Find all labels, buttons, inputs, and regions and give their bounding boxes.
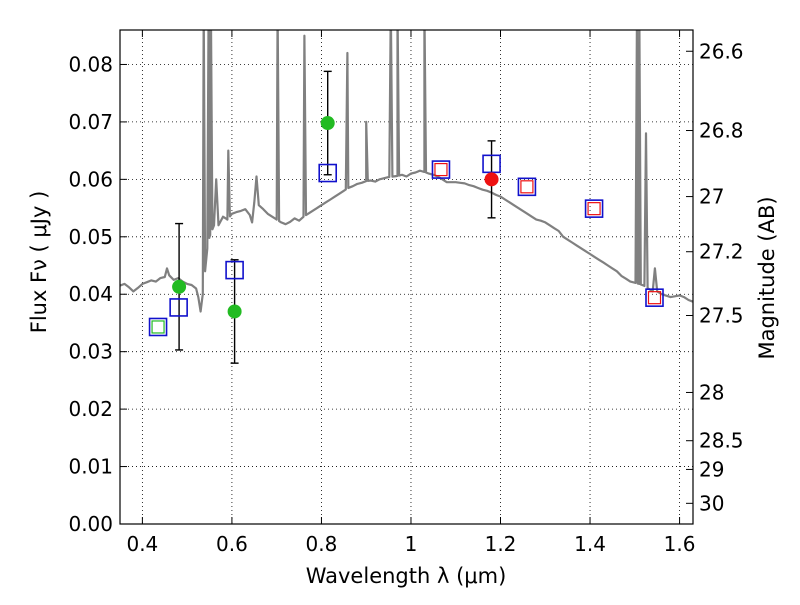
x-axis-label: Wavelength λ (μm) xyxy=(306,564,507,588)
spectrum-line xyxy=(120,30,693,313)
observed-point xyxy=(227,304,242,319)
model-square xyxy=(148,317,168,337)
y-axis-label: Flux Fν ( μJy ) xyxy=(27,191,51,334)
y-tick-label: 0.04 xyxy=(68,282,113,306)
y2-tick-label: 26.8 xyxy=(699,119,744,143)
y-tick-label: 0.01 xyxy=(68,455,113,479)
y2-tick-label: 28 xyxy=(699,380,724,404)
model-square-inner xyxy=(434,162,448,177)
model-square xyxy=(431,160,451,179)
plot-frame xyxy=(119,29,694,525)
observed-point xyxy=(320,116,335,131)
x-tick-label: 1.2 xyxy=(485,532,517,556)
x-axis-ticks: 0.4 0.6 0.8 1 1.2 1.4 1.6 xyxy=(126,30,695,556)
spectrum-layer xyxy=(120,30,693,313)
observed-point xyxy=(172,279,187,294)
model-square-inner xyxy=(587,202,601,216)
y2-tick-label: 27.5 xyxy=(699,303,744,327)
model-square-inner xyxy=(520,180,534,194)
y-tick-label: 0.08 xyxy=(68,52,113,76)
y-tick-label: 0.06 xyxy=(68,167,113,191)
y2-tick-label: 27.2 xyxy=(699,240,744,264)
x-tick-label: 0.8 xyxy=(306,532,338,556)
observed-point-ir xyxy=(484,172,499,187)
x-tick-label: 1 xyxy=(405,532,418,556)
y-tick-label: 0.00 xyxy=(68,512,113,536)
marker-layer xyxy=(148,116,664,337)
x-tick-label: 0.4 xyxy=(126,532,158,556)
model-square-inner xyxy=(151,320,165,334)
y2-tick-label: 30 xyxy=(699,491,724,515)
plot-background xyxy=(120,30,693,524)
model-square xyxy=(225,260,244,280)
y-tick-label: 0.03 xyxy=(68,340,113,364)
y2-tick-label: 28.5 xyxy=(699,429,744,453)
x-tick-label: 1.6 xyxy=(664,532,696,556)
model-square xyxy=(318,163,338,183)
model-square xyxy=(645,288,664,307)
model-square xyxy=(482,154,501,174)
y2-tick-label: 29 xyxy=(699,457,724,481)
model-square xyxy=(584,199,604,218)
y2-tick-label: 26.6 xyxy=(699,39,744,63)
y-tick-label: 0.02 xyxy=(68,397,113,421)
y-tick-label: 0.07 xyxy=(68,110,113,134)
model-square-inner xyxy=(647,291,662,305)
x-tick-label: 0.6 xyxy=(216,532,248,556)
model-square xyxy=(517,177,537,197)
y-axis-ticks: 0.00 0.01 0.02 0.03 0.04 0.05 0.06 0.07 0.08 xyxy=(68,52,127,536)
y2-axis-ticks: 26.6 26.8 27 27.2 27.5 28 28.5 29 30 xyxy=(686,39,744,515)
y2-axis-label: Magnitude (AB) xyxy=(755,196,779,359)
y2-tick-label: 27 xyxy=(699,185,724,209)
model-square xyxy=(169,298,188,317)
y-tick-label: 0.05 xyxy=(68,225,113,249)
x-tick-label: 1.4 xyxy=(574,532,606,556)
